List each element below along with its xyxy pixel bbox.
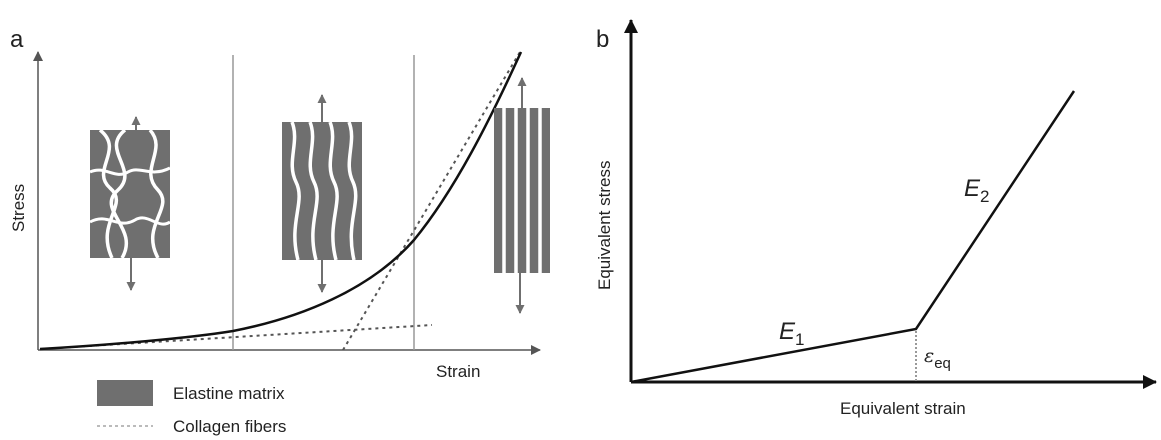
stress-strain-curve bbox=[39, 51, 523, 351]
legend-label-collagen-fibers: Collagen fibers bbox=[173, 417, 286, 436]
legend-label-elastine-matrix: Elastine matrix bbox=[173, 384, 285, 403]
panel-a-y-label: Stress bbox=[9, 184, 28, 232]
epsilon-eq-label: εeq bbox=[924, 345, 951, 372]
inset-crimped-fibers bbox=[89, 116, 171, 291]
inset-straightening-fibers bbox=[282, 94, 362, 293]
e2-label: E2 bbox=[964, 175, 989, 206]
panel-a: a Stress Strain bbox=[9, 26, 550, 436]
panel-a-x-label: Strain bbox=[436, 362, 480, 381]
panel-b-y-label: Equivalent stress bbox=[595, 161, 614, 290]
panel-a-letter: a bbox=[10, 26, 24, 53]
bilinear-stress-strain-line bbox=[630, 90, 1076, 384]
inset-aligned-fibers bbox=[494, 77, 550, 314]
panel-b: b Equivalent stress Equivalent strain E1… bbox=[595, 19, 1157, 418]
final-slope-dotted-line bbox=[342, 51, 521, 351]
panel-a-legend: Elastine matrix Collagen fibers bbox=[97, 380, 286, 436]
legend-swatch-elastine-matrix bbox=[97, 380, 153, 406]
panel-b-x-label: Equivalent strain bbox=[840, 399, 966, 418]
panel-b-letter: b bbox=[596, 26, 609, 53]
e1-label: E1 bbox=[779, 318, 804, 349]
